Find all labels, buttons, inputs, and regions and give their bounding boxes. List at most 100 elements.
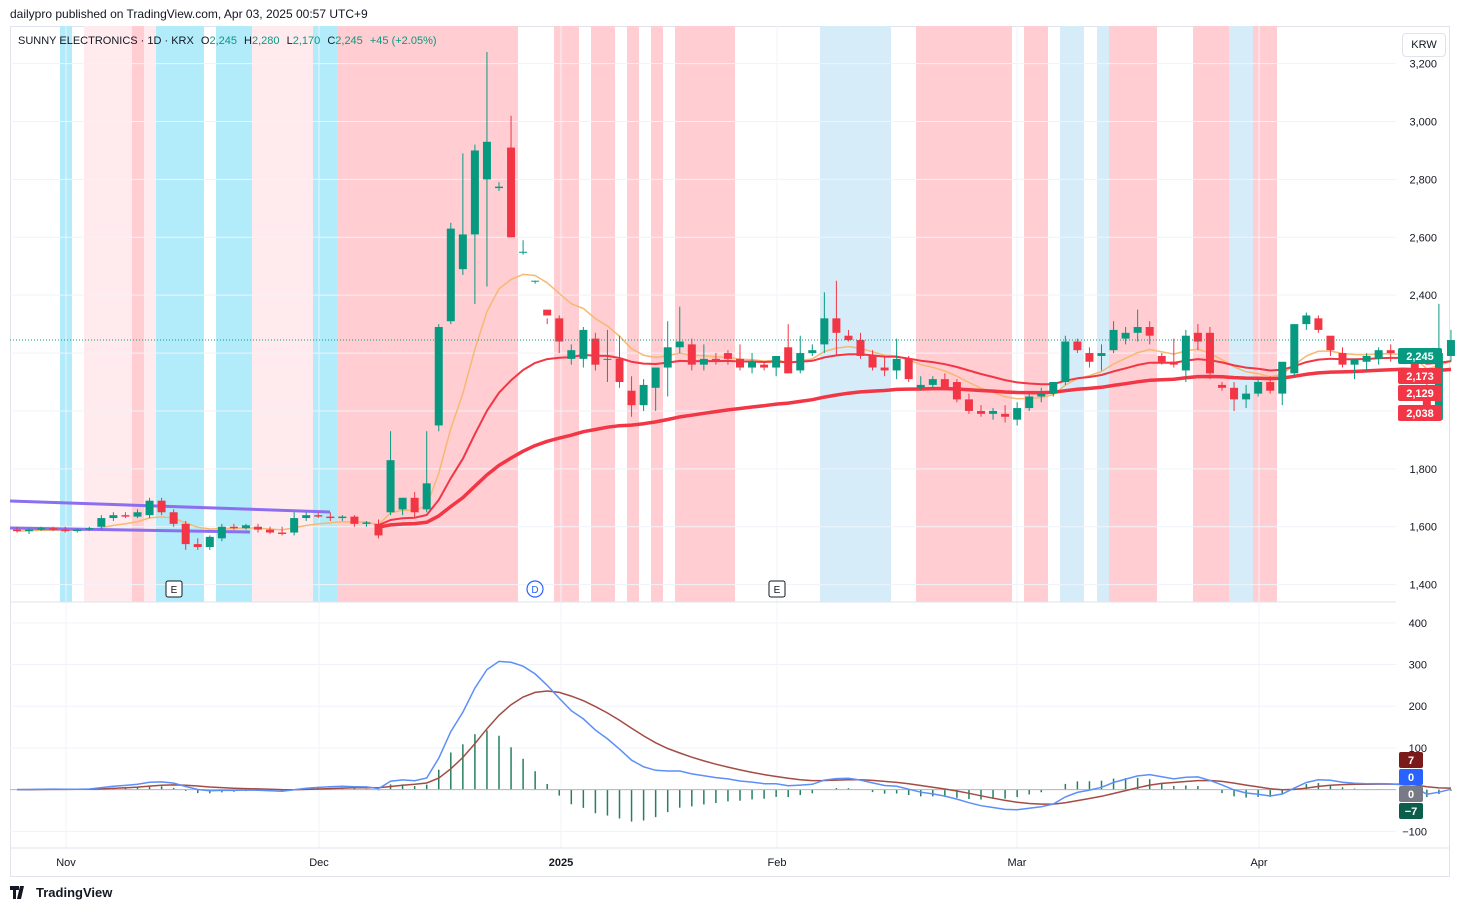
candle-body: [989, 410, 998, 414]
candle: [133, 509, 142, 519]
candle: [808, 344, 817, 356]
candle: [410, 492, 419, 519]
candles: [13, 52, 1455, 550]
candle-body: [555, 318, 564, 342]
candle-body: [169, 512, 178, 524]
candle-body: [470, 150, 479, 235]
candle: [1242, 384, 1251, 409]
candle-body: [1242, 393, 1251, 400]
candle: [784, 324, 793, 374]
open-label: O: [200, 35, 210, 47]
macd-tag-box: [1399, 752, 1423, 768]
candle-body: [1446, 340, 1455, 356]
candle-body: [1362, 355, 1371, 362]
candle-body: [49, 528, 58, 530]
tradingview-logo-icon: [10, 886, 26, 899]
candle: [796, 335, 805, 374]
candle: [1302, 312, 1311, 330]
candle: [591, 332, 600, 371]
published-caption: dailypro published on TradingView.com, A…: [10, 7, 368, 21]
macd-tag-label: 0: [1408, 772, 1414, 784]
candle-body: [977, 410, 985, 414]
candle-body: [567, 350, 576, 359]
macd-tag-box: [1399, 769, 1423, 785]
macd-tick-label: 300: [1409, 660, 1427, 672]
time-tick-label: Nov: [56, 857, 76, 869]
candle: [1350, 358, 1359, 380]
macd-tick-label: 200: [1409, 701, 1427, 713]
currency-button[interactable]: KRW: [1402, 33, 1446, 57]
candle: [362, 520, 371, 527]
price-tick-label: 1,800: [1409, 464, 1437, 476]
candle: [1290, 324, 1299, 377]
candle: [350, 515, 359, 527]
candle-body: [302, 515, 311, 519]
event-marker: E: [165, 580, 183, 598]
macd-tag: −7: [1399, 803, 1423, 819]
background-band: [216, 26, 252, 602]
candle: [374, 519, 383, 539]
candle: [482, 52, 491, 287]
footer-brand[interactable]: TradingView: [10, 885, 112, 900]
candle-body: [1097, 353, 1106, 356]
candle: [880, 355, 889, 377]
macd-axis-labels: −100 100 200 300 400: [1402, 618, 1427, 838]
candle-body: [940, 379, 949, 388]
footer-brand-label: TradingView: [36, 885, 113, 900]
price-tag: 2,038: [1398, 405, 1442, 421]
price-tag-label: 2,245: [1406, 351, 1434, 363]
candle-body: [61, 529, 70, 532]
candle-body: [121, 515, 130, 517]
price-tick-label: 3,000: [1409, 117, 1437, 129]
candle-body: [1121, 332, 1130, 339]
candle: [916, 376, 925, 391]
background-band: [132, 26, 144, 602]
macd-tag-label: 7: [1408, 755, 1414, 767]
candle: [1193, 324, 1202, 351]
event-marker-label: E: [774, 585, 781, 596]
candle-body: [952, 382, 961, 400]
candle-body: [723, 353, 732, 359]
price-tag-label: 2,038: [1406, 408, 1434, 420]
candle-body: [1338, 353, 1347, 365]
candle: [1230, 382, 1239, 411]
candle-body: [868, 355, 877, 368]
candle: [639, 379, 648, 411]
candle-body: [844, 335, 853, 341]
candle: [338, 515, 347, 521]
macd-tick-label: 400: [1409, 618, 1427, 630]
candle-body: [1290, 324, 1299, 374]
candle: [145, 497, 154, 519]
time-tick-label: Apr: [1250, 857, 1267, 869]
candle: [687, 338, 696, 371]
candle-body: [1278, 361, 1287, 394]
candle: [832, 280, 841, 356]
candle: [422, 431, 431, 513]
candle: [1314, 315, 1323, 333]
candle: [290, 512, 299, 536]
candle-body: [904, 358, 913, 380]
candle-body: [675, 341, 684, 348]
background-band: [1024, 26, 1048, 602]
candle-body: [1073, 341, 1082, 351]
candle: [904, 355, 913, 383]
change-value: +45 (+2.05%): [369, 35, 437, 47]
candle: [1374, 347, 1383, 365]
candle-body: [748, 361, 757, 368]
candle: [723, 350, 732, 365]
candle: [37, 526, 46, 532]
candle-body: [278, 532, 287, 534]
price-tick-label: 1,600: [1409, 522, 1437, 534]
background-band: [144, 26, 156, 602]
candle-body: [1037, 393, 1046, 397]
candle: [121, 512, 130, 519]
candle: [507, 115, 516, 238]
background-band: [1253, 26, 1277, 602]
candle-body: [1193, 332, 1202, 342]
candle: [844, 329, 853, 342]
candle-body: [241, 525, 250, 529]
candle-body: [1266, 382, 1275, 391]
background-band: [1060, 26, 1084, 602]
candle: [326, 512, 335, 521]
